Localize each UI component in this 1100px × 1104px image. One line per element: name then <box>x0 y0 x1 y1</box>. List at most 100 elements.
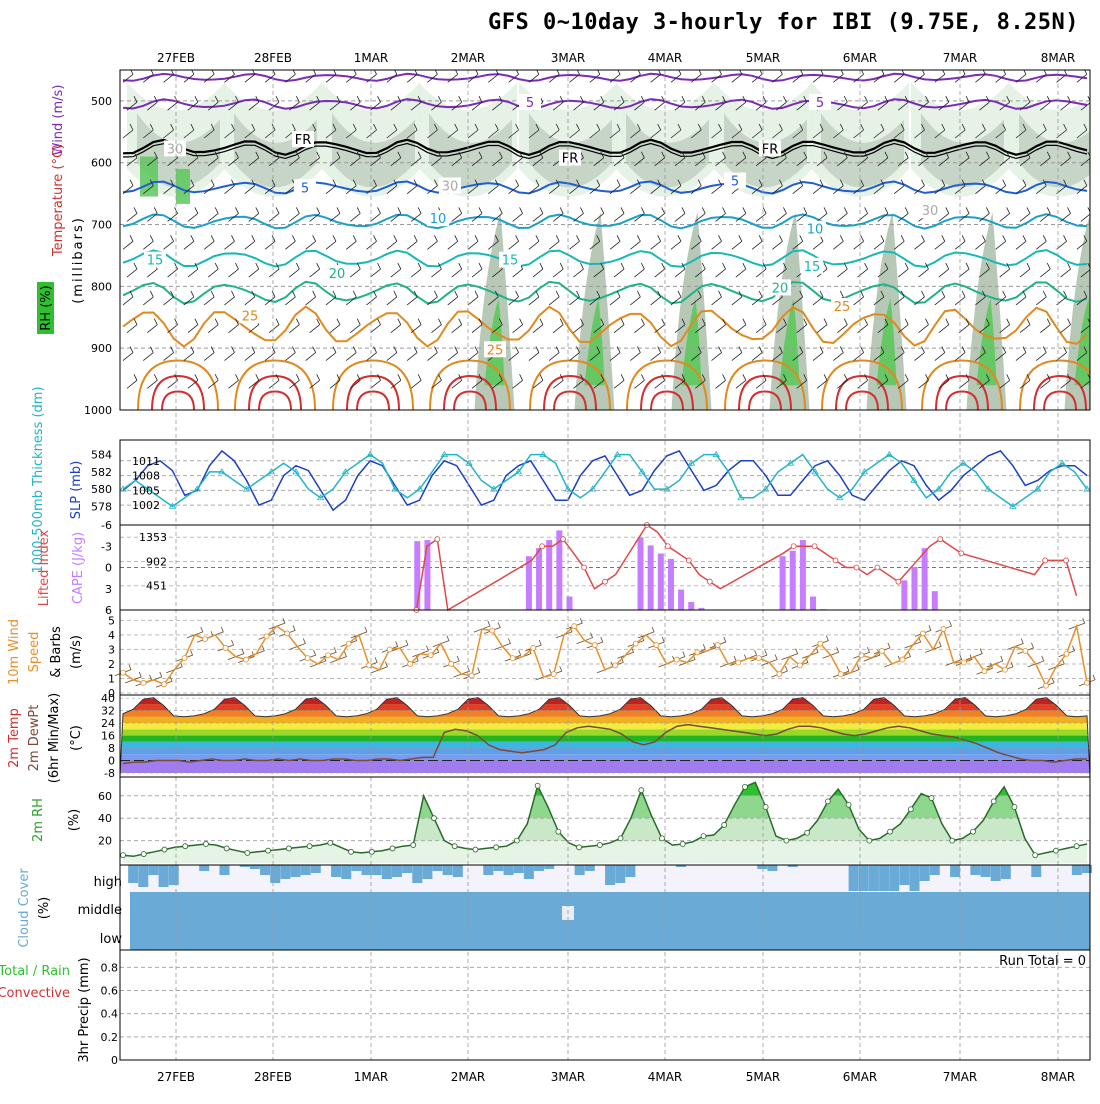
wind-barb <box>346 235 356 249</box>
wind-barb <box>610 235 620 249</box>
tick-label: 1353 <box>139 531 167 544</box>
wind-barb <box>228 207 238 221</box>
wind-barb <box>188 319 198 333</box>
tick-label: 8 <box>108 742 115 755</box>
li-line-marker <box>791 544 796 549</box>
wind-barb <box>939 319 949 333</box>
wind-barb <box>367 235 377 249</box>
wind-barb <box>245 235 255 249</box>
wind-speed-line-marker <box>715 643 720 648</box>
warm-contour <box>162 391 194 410</box>
wind-speed-line-marker <box>920 631 925 636</box>
cloud-high-bar <box>849 865 859 891</box>
li-line-marker <box>812 544 817 549</box>
contour-label: 30 <box>167 142 184 157</box>
contour-label: 15 <box>804 260 821 275</box>
rh-line-marker <box>1074 844 1079 849</box>
wind-speed-line-marker <box>633 641 638 646</box>
rh-line-marker <box>328 840 333 845</box>
temp-band <box>120 742 1090 748</box>
li-line-marker <box>833 558 838 563</box>
temp-band <box>120 717 1090 723</box>
contour-label: 10 <box>430 212 447 227</box>
wind-speed-line-marker <box>531 645 536 650</box>
wind-barb <box>326 180 336 194</box>
cloud-high-bar <box>757 865 767 869</box>
wind-barb <box>1000 207 1010 221</box>
wind-speed-line-marker <box>1064 651 1069 656</box>
wind-barb <box>671 235 681 249</box>
cloud-high-bar <box>625 865 635 877</box>
wind-barb <box>391 374 401 388</box>
wind-barb <box>472 207 482 221</box>
surface-barb <box>720 656 736 667</box>
wind-barb <box>712 291 722 305</box>
wind-barb <box>858 263 868 277</box>
wind-barb <box>918 319 928 333</box>
wind-barb <box>614 207 624 221</box>
wind-barb <box>655 263 665 277</box>
wind-barb <box>411 263 421 277</box>
wind-barb <box>898 263 908 277</box>
tick-label: 1005 <box>132 484 160 497</box>
wind-barb <box>513 374 523 388</box>
wind-speed-line-marker <box>305 656 310 661</box>
wind-barb <box>143 235 153 249</box>
rh-line-marker <box>722 822 727 827</box>
cape-bar <box>922 548 928 610</box>
cape-bar <box>526 556 532 610</box>
rh-line-marker <box>203 841 208 846</box>
day-label-top: 7MAR <box>943 51 978 65</box>
rh-line-marker <box>535 783 540 788</box>
day-label-bottom: 7MAR <box>943 1070 978 1084</box>
tick-label: 1002 <box>132 499 160 512</box>
day-label-bottom: 4MAR <box>648 1070 683 1084</box>
wind-barb <box>756 207 766 221</box>
rh-line-marker <box>183 844 188 849</box>
wind-barb <box>1020 319 1030 333</box>
wind-speed-line-marker <box>203 637 208 642</box>
cape-bar <box>648 545 654 610</box>
wind-barb <box>452 207 462 221</box>
wind-barb <box>1040 374 1050 388</box>
day-label-top: 6MAR <box>843 51 878 65</box>
wind-barb <box>1061 96 1071 110</box>
cape-bar <box>658 554 664 610</box>
wind-barb <box>127 263 137 277</box>
wind-barb <box>529 235 539 249</box>
tick-label: 24 <box>101 717 115 730</box>
wind-barb <box>468 235 478 249</box>
cloud-high-bar <box>879 865 889 891</box>
run-total: Run Total = 0 <box>999 954 1086 969</box>
axis-label-slp: SLP (mb) <box>69 461 84 520</box>
warm-contour <box>235 361 315 410</box>
wind-speed-line-marker <box>326 653 331 658</box>
wind-barb <box>959 263 969 277</box>
rh-line-marker <box>970 829 975 834</box>
contour-label: 25 <box>242 309 259 324</box>
rh-line-marker <box>597 843 602 848</box>
wind-barb <box>752 235 762 249</box>
axis-label-convective: Convective <box>0 986 70 1001</box>
contour-label: 5 <box>731 175 739 190</box>
wind-barb <box>346 291 356 305</box>
day-label-top: 8MAR <box>1041 51 1076 65</box>
wind-barb <box>164 235 174 249</box>
wind-barb <box>448 235 458 249</box>
cloud-high-bar <box>372 865 382 875</box>
wind-barb <box>127 374 137 388</box>
tick-label: 580 <box>91 483 112 496</box>
contour-label: 30 <box>442 179 459 194</box>
wind-barb <box>208 319 218 333</box>
li-line-marker <box>435 537 440 542</box>
wind-barb <box>224 291 234 305</box>
rh-line-marker <box>411 843 416 848</box>
cloud-high-bar <box>291 865 301 877</box>
cloud-low-middle <box>130 892 1090 950</box>
day-label-bottom: 8MAR <box>1041 1070 1076 1084</box>
axis-label-10m-wind: 10m Wind <box>7 619 22 685</box>
temp-band <box>120 754 1090 760</box>
wind-barb <box>249 263 259 277</box>
wind-barb <box>1061 319 1071 333</box>
